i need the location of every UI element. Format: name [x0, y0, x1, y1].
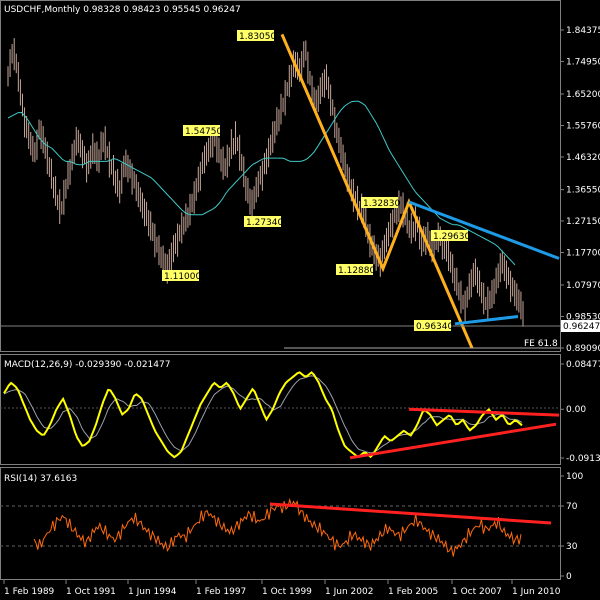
x-tick-label: 1 Oct 1999	[262, 587, 312, 597]
macd-panel-title: MACD(12,26,9) -0.029390 -0.021477	[4, 360, 170, 370]
macd-y-tick-label: 0.084779	[566, 360, 600, 370]
x-tick-label: 1 Jun 2002	[325, 587, 373, 597]
price-panel-title: USDCHF,Monthly 0.98328 0.98423 0.95545 0…	[4, 5, 241, 15]
x-tick-label: 1 Jun 2010	[512, 587, 561, 597]
label-box-7	[431, 230, 468, 241]
price-y-tick-label: 1.84375	[566, 26, 600, 36]
lower-trendline	[454, 315, 519, 326]
macd-divergence-bottom	[349, 422, 557, 460]
price-y-tick-label: 1.17700	[566, 249, 600, 259]
rsi-panel-title: RSI(14) 37.6163	[4, 474, 77, 484]
price-y-tick-label: 1.55760	[566, 121, 600, 131]
x-tick-label: 1 Feb 1997	[196, 587, 246, 597]
label-text-5: 1.32830	[363, 199, 400, 209]
macd-main-line	[3, 371, 523, 459]
label-text-2: 1.54750	[185, 127, 222, 137]
rsi-y-tick-label: 0	[566, 572, 572, 582]
price-y-tick-label: 1.65200	[566, 90, 600, 100]
rsi-y-tick-label: 30	[566, 542, 578, 552]
label-text-8: 0.96340	[416, 322, 453, 332]
price-y-tick-label: 0.98530	[566, 312, 600, 322]
rsi-line	[33, 497, 522, 557]
zigzag-pattern	[280, 33, 474, 349]
price-y-tick-label: 1.36550	[566, 186, 600, 196]
label-box-5	[361, 197, 398, 208]
rsi-y-axis: 100 70 30 0	[560, 472, 583, 582]
label-text-1: 1.83050	[239, 32, 276, 42]
label-box-2	[183, 125, 220, 136]
label-text-6: 1.12880	[338, 266, 375, 276]
moving-average-line	[7, 100, 516, 266]
rsi-y-tick-label: 100	[566, 472, 583, 482]
rsi-y-tick-label: 70	[566, 502, 578, 512]
price-y-axis: 1.84375 1.74950 1.65200 1.55760 1.46320 1.365…	[560, 26, 600, 354]
current-price-box	[561, 320, 600, 332]
label-box-4	[162, 270, 199, 281]
current-price-value: 0.96247	[563, 322, 600, 332]
current-price-tag: 0.96247	[0, 320, 600, 332]
price-y-tick-label: 1.46320	[566, 153, 600, 163]
price-panel-frame	[0, 0, 561, 352]
price-y-tick-label: 1.27150	[566, 217, 600, 227]
time-x-axis: 1 Feb 1989 1 Oct 1991 1 Jun 1994 1 Feb 1997…	[3, 580, 561, 597]
label-text-4: 1.11000	[164, 272, 201, 282]
label-box-6	[336, 264, 373, 275]
macd-y-tick-label: -0.091350	[566, 454, 600, 464]
price-annotations: 1.83050 1.54750 1.27340 1.11000 1.32830 …	[162, 30, 470, 332]
x-tick-label: 1 Jun 1994	[128, 587, 177, 597]
rsi-divergence-line	[269, 502, 552, 525]
macd-divergence-top	[408, 407, 560, 417]
label-text-3: 1.27340	[246, 218, 283, 228]
label-box-8	[414, 320, 451, 331]
x-tick-label: 1 Oct 2007	[452, 587, 502, 597]
macd-y-tick-label: 0.00	[566, 405, 586, 415]
label-text-7: 1.29630	[433, 232, 470, 242]
price-y-tick-label: 1.74950	[566, 57, 600, 67]
price-y-tick-label: 1.07970	[566, 281, 600, 291]
fe-level-label: FE 61.8	[524, 339, 558, 349]
x-tick-label: 1 Feb 2005	[388, 587, 438, 597]
rsi-panel-frame	[0, 467, 561, 580]
label-box-1	[237, 30, 274, 41]
x-tick-label: 1 Feb 1989	[4, 587, 55, 597]
macd-y-axis: 0.084779 0.00 -0.091350	[560, 360, 600, 464]
price-y-tick-label: 0.89090	[566, 344, 600, 354]
upper-trendline	[408, 200, 560, 260]
label-box-3	[244, 216, 281, 227]
x-tick-label: 1 Oct 1991	[66, 587, 116, 597]
